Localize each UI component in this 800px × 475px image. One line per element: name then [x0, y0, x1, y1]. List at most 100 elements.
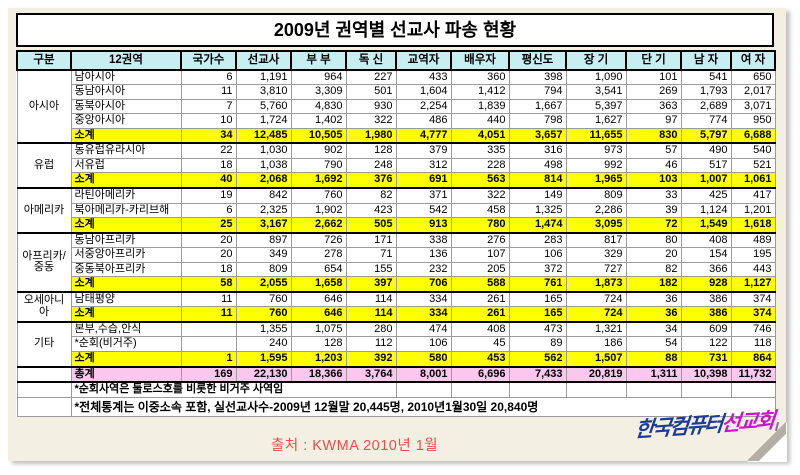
value-cell: 182 [625, 276, 682, 293]
region-cell: 동남아시아 [70, 84, 182, 100]
value-cell: 18 [180, 261, 237, 278]
value-cell: 22,130 [235, 366, 292, 384]
value-cell: 646 [290, 306, 347, 323]
value-cell: 408 [450, 321, 510, 338]
value-cell: 1,627 [565, 113, 627, 129]
value-cell: 106 [395, 336, 452, 353]
subtotal-row: 소계 34 12,485 10,505 1,980 4,777 4,051 3,657 11,6… [17, 127, 776, 145]
blank-cell [450, 381, 510, 398]
value-cell: 6 [180, 69, 237, 86]
region-cell: 소계 [70, 306, 182, 323]
value-cell: 10 [180, 113, 237, 129]
value-cell: 374 [730, 291, 776, 308]
value-cell: 261 [450, 291, 510, 308]
value-cell: 731 [680, 351, 732, 368]
value-cell: 136 [395, 247, 452, 263]
value-cell: 107 [450, 247, 510, 263]
value-cell: 112 [345, 336, 397, 353]
value-cell: 1,658 [290, 276, 347, 293]
value-cell: 423 [345, 202, 397, 219]
value-cell: 280 [345, 321, 397, 338]
value-cell: 398 [508, 69, 567, 86]
value-cell: 2,017 [730, 84, 776, 100]
value-cell: 261 [450, 306, 510, 323]
value-cell: 761 [508, 276, 567, 293]
value-cell: 114 [345, 291, 397, 308]
region-cell: 중앙아시아 [70, 113, 182, 129]
value-cell: 1,127 [730, 276, 776, 293]
value-cell: 149 [508, 187, 567, 204]
value-cell: 10,505 [290, 127, 347, 145]
grand-total-row: 총계 169 22,130 18,366 3,764 8,001 6,696 7,433 20,… [16, 366, 776, 384]
value-cell: 486 [395, 113, 452, 129]
value-cell: 760 [235, 306, 292, 323]
column-header: 교역자 [395, 50, 452, 71]
value-cell: 3,071 [730, 98, 776, 115]
value-cell: 563 [450, 172, 510, 190]
value-cell: 101 [625, 69, 682, 86]
table-row: 오세아니아 남태평양 11 760 646 114 334 261 165 724 36 386 374 [16, 291, 776, 323]
value-cell: 12,485 [235, 127, 292, 145]
value-cell: 40 [180, 172, 237, 190]
value-cell: 205 [450, 261, 510, 278]
value-cell: 760 [235, 291, 292, 308]
value-cell: 97 [625, 113, 682, 129]
value-cell: 316 [508, 142, 567, 159]
value-cell: 650 [730, 69, 776, 86]
region-cell: 소계 [70, 172, 182, 190]
region-cell: 소계 [70, 351, 182, 368]
value-cell: 6 [180, 202, 237, 219]
value-cell: 588 [450, 276, 510, 293]
table-row: 서유럽 18 1,038 790 248 312 228 498 992 46 517 521 [17, 157, 776, 174]
value-cell: 334 [395, 291, 452, 308]
value-cell: 386 [680, 306, 732, 323]
value-cell: 3,541 [565, 84, 627, 100]
region-cell: 서유럽 [70, 157, 182, 174]
value-cell: 232 [395, 261, 452, 278]
value-cell: 82 [625, 261, 682, 278]
value-cell: 11,655 [565, 127, 627, 145]
value-cell: 930 [345, 98, 397, 115]
region-cell: 라틴아메리카 [70, 187, 182, 204]
value-cell: 228 [450, 157, 510, 174]
table-row: 서중앙아프리카 20 349 278 71 136 107 106 329 20 154 195 [17, 247, 776, 263]
value-cell: 1,124 [680, 202, 732, 219]
value-cell: 646 [290, 291, 347, 308]
value-cell: 928 [680, 276, 732, 293]
column-header: 단 기 [625, 50, 682, 71]
value-cell: 7 [180, 98, 237, 115]
value-cell: 3,309 [290, 84, 347, 100]
group-label-cell: 아시아 [16, 69, 72, 145]
value-cell: 541 [680, 69, 732, 86]
value-cell: 169 [180, 366, 237, 384]
value-cell: 1,090 [565, 69, 627, 86]
value-cell: 39 [625, 202, 682, 219]
subtotal-row: 소계 1 1,595 1,203 392 580 453 562 1,507 88 731 864 [17, 351, 776, 368]
value-cell: 1,618 [730, 217, 776, 234]
region-cell: 소계 [70, 217, 182, 234]
value-cell: 3,810 [235, 84, 292, 100]
value-cell: 334 [395, 306, 452, 323]
value-cell: 490 [680, 142, 732, 159]
value-cell: 335 [450, 142, 510, 159]
column-header: 배우자 [450, 50, 510, 71]
value-cell: 498 [508, 157, 567, 174]
value-cell: 57 [625, 142, 682, 159]
region-cell: 남태평양 [70, 291, 182, 308]
value-cell [180, 321, 237, 338]
value-cell: 349 [235, 247, 292, 263]
value-cell: 6,688 [730, 127, 776, 145]
value-cell: 1,667 [508, 98, 567, 115]
value-cell: 322 [450, 187, 510, 204]
value-cell: 1,402 [290, 113, 347, 129]
blank-cell [730, 381, 776, 398]
value-cell: 1,549 [680, 217, 732, 234]
value-cell: 417 [730, 187, 776, 204]
region-cell: *순회(비거주) [70, 336, 182, 353]
table-row: 중앙아시아 10 1,724 1,402 322 486 440 798 1,627 97 774 9… [17, 113, 776, 129]
value-cell: 1,191 [235, 69, 292, 86]
value-cell: 397 [345, 276, 397, 293]
value-cell: 562 [508, 351, 567, 368]
group-label-cell: 아프리카/중동 [16, 232, 72, 293]
